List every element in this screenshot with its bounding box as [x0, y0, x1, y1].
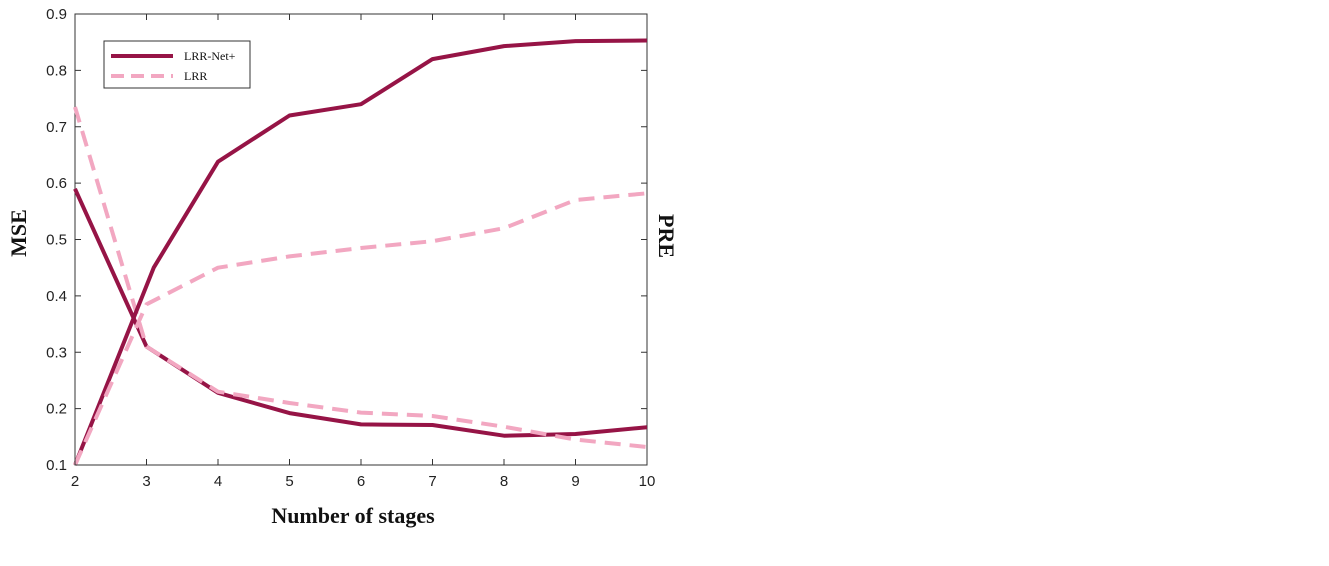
x-axis-title: Number of stages	[271, 503, 435, 528]
y-tick-label: 0.3	[46, 344, 67, 361]
x-tick-label: 7	[428, 473, 436, 490]
y-axis-title-right: PRE	[654, 214, 679, 258]
x-tick-label: 5	[285, 473, 293, 490]
ticks-layer: 2 3 4 5 6 7 8 9 10 0.1 0.2 0.3 0.4 0.5 0.6 0.7 0.8 0.9	[46, 6, 655, 490]
legend-label-lrr-net-plus: LRR-Net+	[184, 49, 236, 63]
x-tick-label: 8	[500, 473, 508, 490]
y-tick-label: 0.9	[46, 6, 67, 23]
series-line-lrr-pre	[73, 191, 648, 466]
y-tick-label: 0.4	[46, 288, 67, 305]
legend-label-lrr: LRR	[184, 69, 207, 83]
series-line-lrr-net--pre	[73, 38, 648, 466]
y-tick-label: 0.5	[46, 232, 67, 249]
legend: LRR-Net+ LRR	[103, 40, 251, 89]
y-axis-title: MSE	[6, 209, 31, 257]
x-tick-label: 2	[71, 473, 79, 490]
y-tick-label: 0.8	[46, 62, 67, 79]
series-layer	[73, 38, 648, 466]
y-tick-label: 0.2	[46, 401, 67, 418]
series-line-lrr-mse	[73, 106, 648, 449]
series-line-lrr-net--mse	[73, 187, 648, 438]
x-tick-label: 3	[142, 473, 150, 490]
y-tick-label: 0.1	[46, 457, 67, 474]
x-tick-label: 6	[357, 473, 365, 490]
x-tick-label: 10	[639, 473, 656, 490]
x-tick-label: 9	[571, 473, 579, 490]
x-tick-label: 4	[214, 473, 222, 490]
legend-box	[103, 40, 251, 89]
y-tick-label: 0.7	[46, 119, 67, 136]
y-tick-label: 0.6	[46, 175, 67, 192]
